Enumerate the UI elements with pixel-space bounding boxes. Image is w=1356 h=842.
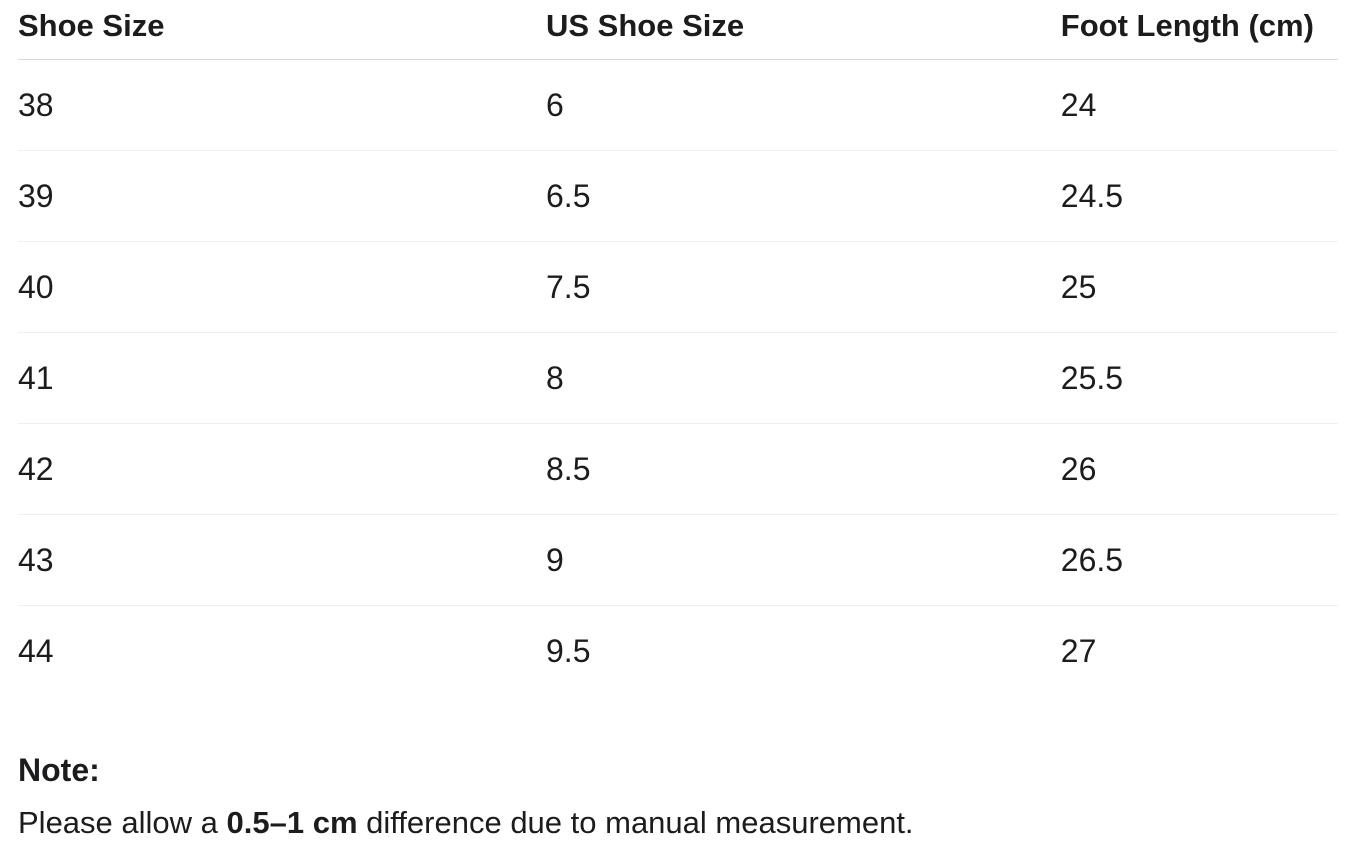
table-cell: 24.5 xyxy=(1060,150,1338,242)
table-cell: 7.5 xyxy=(546,241,1061,333)
table-cell: 25 xyxy=(1060,241,1338,333)
table-cell: 27 xyxy=(1060,633,1097,669)
table-cell: 8.5 xyxy=(546,423,1061,515)
column-header-2: Foot Length (cm) xyxy=(1060,0,1338,60)
table-cell: 8 xyxy=(546,332,1061,424)
table-row: 38 6 24 xyxy=(18,59,1338,151)
table-cell: 44 xyxy=(18,633,54,669)
note-text-bold: 0.5–1 cm xyxy=(226,805,358,840)
table-cell: 26.5 xyxy=(1060,514,1338,606)
table-cell: 26 xyxy=(1060,423,1338,515)
note-text-prefix: Please allow a xyxy=(18,805,227,840)
table-row: 41 8 25.5 xyxy=(18,332,1338,424)
column-header-1: US Shoe Size xyxy=(546,0,1061,60)
table-cell: 42 xyxy=(18,423,546,515)
note-text-suffix: difference due to manual measurement. xyxy=(357,805,914,840)
table-body: 38 6 24 39 6.5 24.5 40 7.5 25 41 8 25.5 42 8.5 26 43 9 26… xyxy=(18,59,1338,697)
table-row: 42 8.5 26 xyxy=(18,423,1338,515)
note-text: Please allow a 0.5–1 cm difference due t… xyxy=(18,805,1338,841)
table-cell: 24 xyxy=(1060,59,1338,151)
table-cell: 40 xyxy=(18,241,546,333)
table-cell: 38 xyxy=(18,59,546,151)
table-cell: 41 xyxy=(18,332,546,424)
table-cell: 9 xyxy=(546,514,1061,606)
table-cell: 39 xyxy=(18,150,546,242)
table-cell: 25.5 xyxy=(1060,332,1338,424)
table-row: 43 9 26.5 xyxy=(18,514,1338,606)
size-chart-table: Shoe Size US Shoe Size Foot Length (cm) 38… xyxy=(18,0,1338,696)
table-cell: 6.5 xyxy=(546,150,1061,242)
table-cell: 6 xyxy=(546,59,1061,151)
note-title: Note: xyxy=(18,752,100,788)
column-header-0: Shoe Size xyxy=(18,0,546,60)
table-row: 40 7.5 25 xyxy=(18,241,1338,333)
table-cell: 43 xyxy=(18,514,546,606)
table-cell: 9.5 xyxy=(546,633,591,669)
table-row: 39 6.5 24.5 xyxy=(18,150,1338,242)
table-header-row: Shoe Size US Shoe Size Foot Length (cm) xyxy=(18,0,1338,60)
table-row: 44 9.5 27 xyxy=(18,606,1338,697)
